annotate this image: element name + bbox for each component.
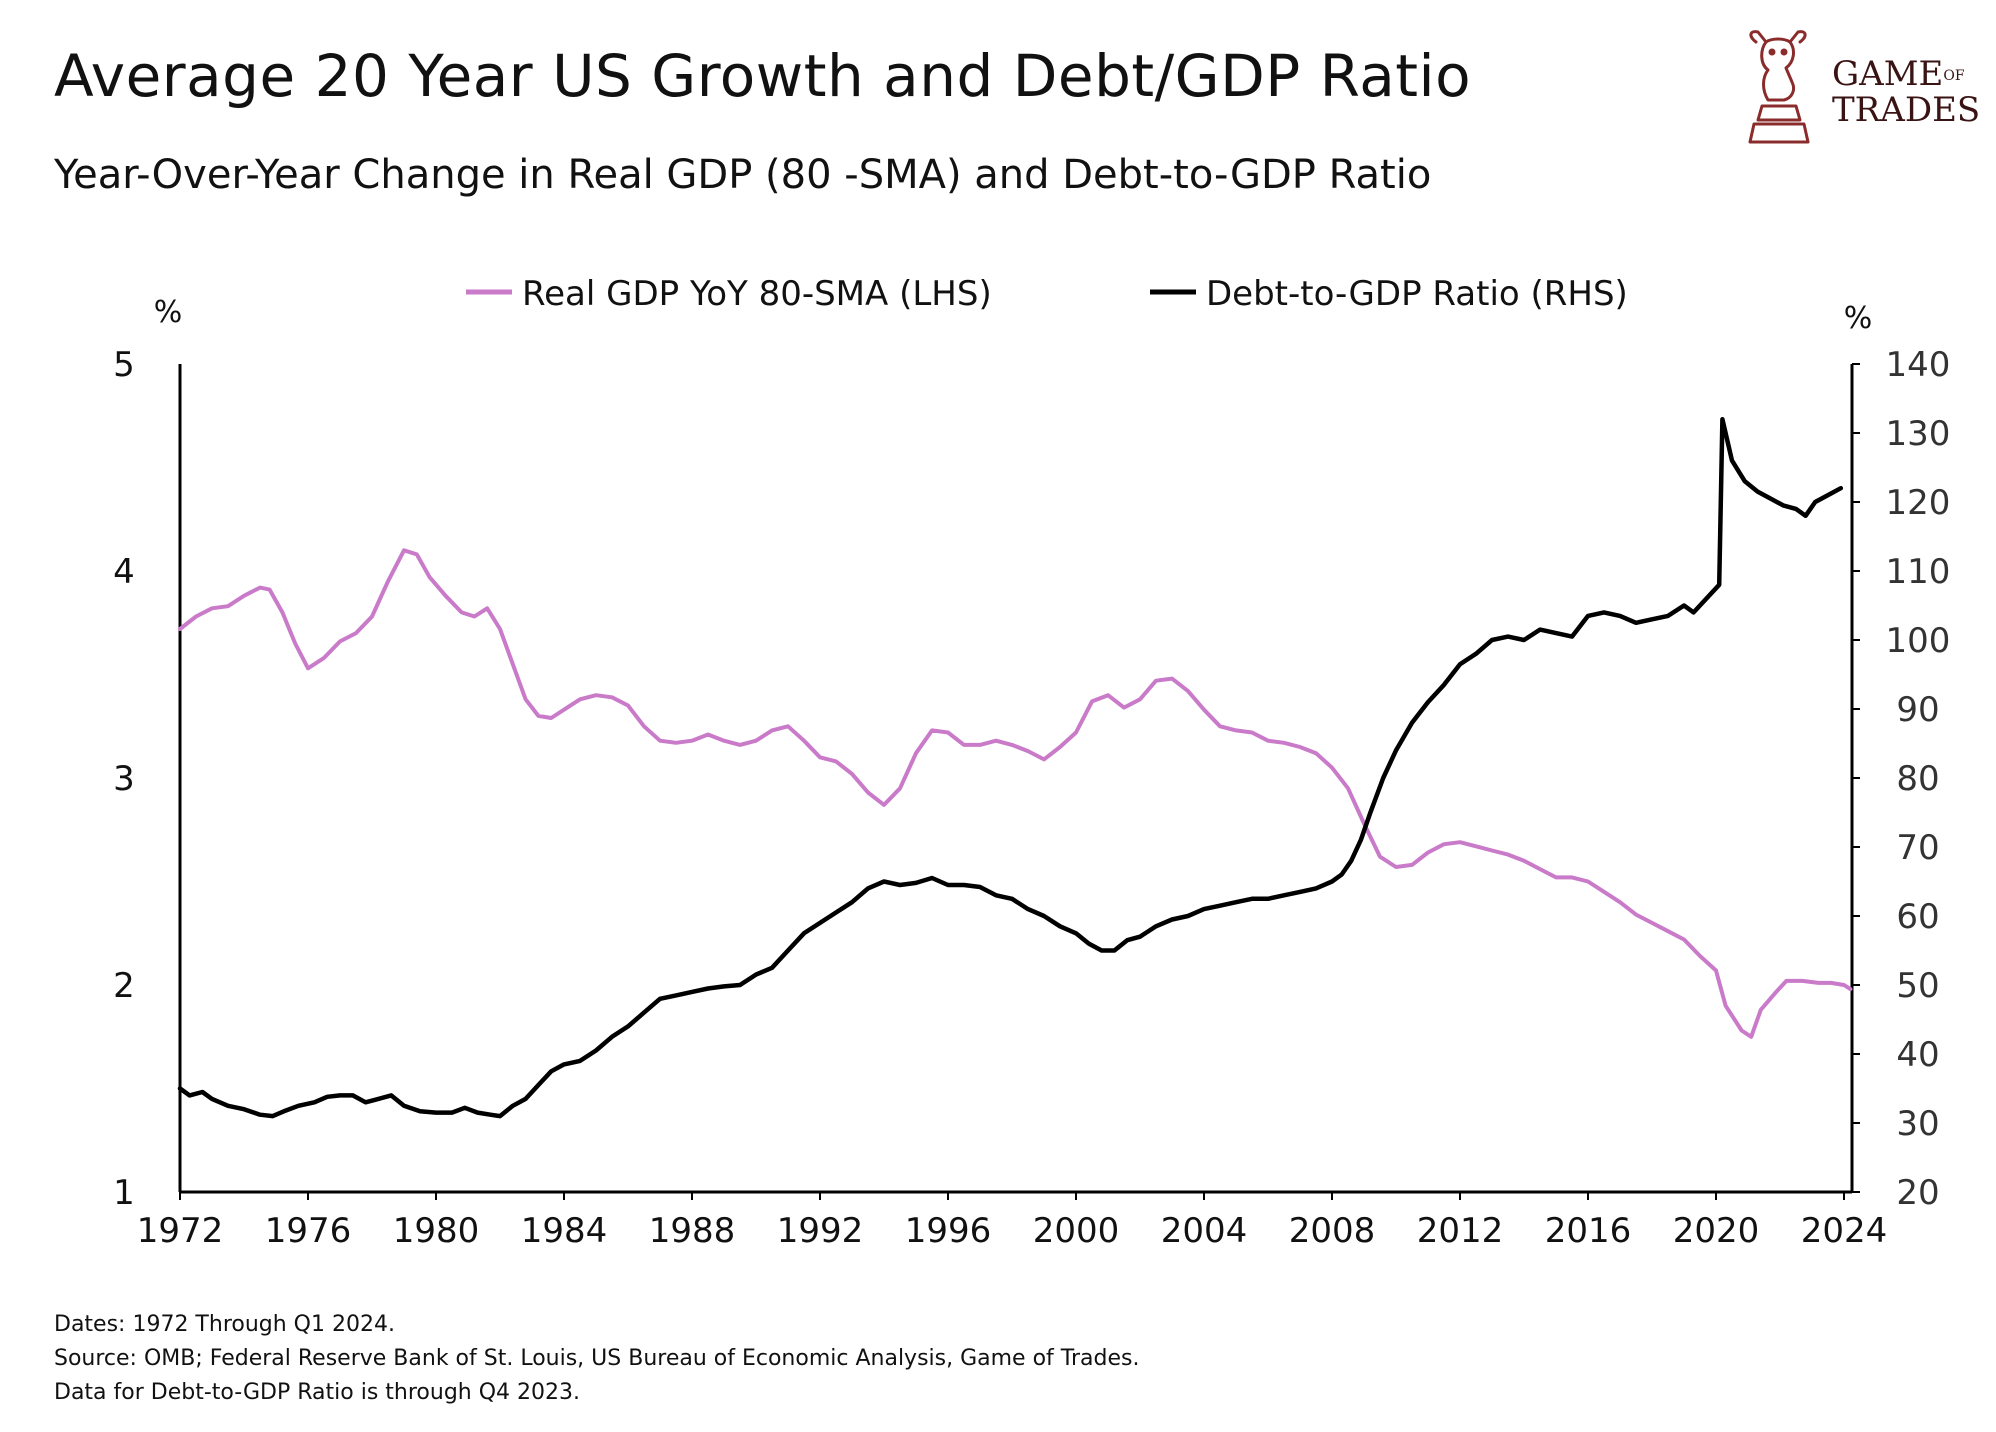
right-tick-label: 70 xyxy=(1896,828,1939,868)
right-tick-label: 100 xyxy=(1886,621,1951,661)
series-line-real-gdp xyxy=(178,548,1853,1039)
right-tick-label: 130 xyxy=(1886,414,1951,454)
x-tick-label: 1972 xyxy=(137,1211,224,1251)
footnotes: Dates: 1972 Through Q1 2024. Source: OMB… xyxy=(54,1308,1139,1410)
chart-title: Average 20 Year US Growth and Debt/GDP R… xyxy=(54,42,1472,110)
right-tick-label: 20 xyxy=(1896,1173,1939,1213)
x-tick-label: 1984 xyxy=(521,1211,608,1251)
right-tick-label: 80 xyxy=(1896,759,1939,799)
x-tick-label: 2012 xyxy=(1417,1211,1504,1251)
x-tick-label: 1980 xyxy=(393,1211,480,1251)
left-tick-label: 4 xyxy=(113,552,135,592)
x-tick-label: 2000 xyxy=(1033,1211,1120,1251)
logo-text-game: GAMEOF xyxy=(1832,54,1965,94)
legend-label-debt-to-gdp: Debt-to-GDP Ratio (RHS) xyxy=(1206,274,1628,314)
logo-text-trades: TRADES xyxy=(1832,90,1981,130)
dual-axis-line-chart: Real GDP YoY 80-SMA (LHS) Debt-to-GDP Ra… xyxy=(113,274,1950,1251)
left-tick-label: 3 xyxy=(113,759,135,799)
logo-word-game: GAME xyxy=(1832,54,1944,94)
footnote-source: Source: OMB; Federal Reserve Bank of St.… xyxy=(54,1346,1140,1371)
game-of-trades-logo: GAMEOF TRADES xyxy=(1738,28,1980,150)
left-tick-label: 2 xyxy=(113,966,135,1006)
x-tick-label: 1992 xyxy=(777,1211,864,1251)
right-tick-label: 40 xyxy=(1896,1035,1939,1075)
right-tick-label: 90 xyxy=(1896,690,1939,730)
x-tick-label: 2016 xyxy=(1545,1211,1632,1251)
left-tick-label: 1 xyxy=(113,1173,135,1213)
footnote-data-note: Data for Debt-to-GDP Ratio is through Q4… xyxy=(54,1380,581,1405)
chart-legend: Real GDP YoY 80-SMA (LHS) Debt-to-GDP Ra… xyxy=(466,274,1628,314)
x-tick-label: 2004 xyxy=(1161,1211,1248,1251)
right-tick-label: 30 xyxy=(1896,1104,1939,1144)
x-tick-label: 1996 xyxy=(905,1211,992,1251)
right-axis-unit: % xyxy=(1844,301,1873,336)
right-tick-label: 110 xyxy=(1886,552,1951,592)
x-tick-label: 1976 xyxy=(265,1211,352,1251)
bull-knight-icon xyxy=(1748,30,1810,144)
chart-series xyxy=(177,416,1853,1119)
series-line-debt-to-gdp xyxy=(177,416,1844,1119)
footnote-dates: Dates: 1972 Through Q1 2024. xyxy=(54,1312,395,1337)
left-axis-unit: % xyxy=(154,295,183,330)
right-tick-label: 140 xyxy=(1886,345,1951,385)
chart-axes: 1 2 3 4 5 20 30 40 50 60 70 80 90 100 110 120 130 140 1972… xyxy=(113,345,1950,1251)
x-tick-label: 2020 xyxy=(1673,1211,1760,1251)
right-tick-label: 50 xyxy=(1896,966,1939,1006)
left-tick-label: 5 xyxy=(113,345,135,385)
legend-label-real-gdp: Real GDP YoY 80-SMA (LHS) xyxy=(522,274,992,314)
chart-subtitle: Year-Over-Year Change in Real GDP (80 -S… xyxy=(54,152,1432,198)
right-tick-label: 60 xyxy=(1896,897,1939,937)
right-tick-label: 120 xyxy=(1886,483,1951,523)
x-tick-label: 2024 xyxy=(1801,1211,1888,1251)
x-tick-label: 2008 xyxy=(1289,1211,1376,1251)
x-tick-label: 1988 xyxy=(649,1211,736,1251)
logo-word-of: OF xyxy=(1943,68,1965,84)
